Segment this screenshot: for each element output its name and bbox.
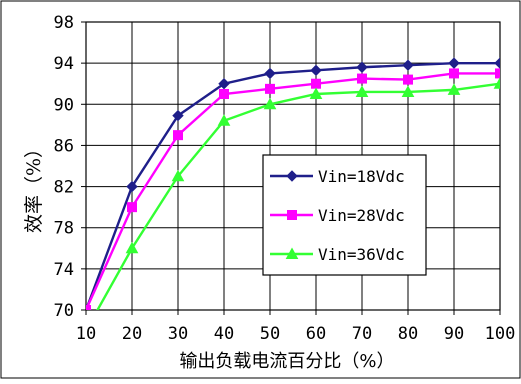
data-point [125,241,139,254]
y-tick-label: 82 [54,178,74,198]
data-point [403,74,413,85]
x-tick-label: 10 [76,324,96,344]
y-tick-label: 94 [54,54,74,74]
x-tick-label: 40 [214,324,234,344]
y-tick-label: 98 [54,13,74,33]
y-tick-label: 86 [54,136,74,156]
data-point [495,68,500,79]
data-point [494,57,500,69]
legend-marker [286,170,298,182]
data-point [218,78,230,90]
x-tick-label: 50 [260,324,280,344]
x-axis-label: 输出负载电流百分比（%） [179,351,394,372]
data-point [311,78,321,89]
y-axis-label: 效率（%） [23,139,45,233]
x-tick-label: 30 [168,324,188,344]
y-tick-label: 90 [54,95,74,115]
data-point [401,85,415,97]
x-tick-label: 100 [485,324,516,344]
data-point [86,305,91,310]
legend-item: Vin=28Vdc [270,206,405,225]
series-1 [86,57,500,310]
y-tick-label: 78 [54,219,74,239]
legend-label: Vin=18Vdc [318,167,405,186]
data-point [217,114,231,126]
data-point [172,109,184,122]
x-tick-label: 70 [352,324,372,344]
series-line [86,61,500,310]
data-point [173,130,183,141]
data-point [355,85,369,97]
series-2 [86,68,500,310]
data-point [265,83,275,94]
x-tick-label: 60 [306,324,326,344]
data-point [310,64,322,77]
series-line [86,72,500,310]
plot-frame [85,21,501,311]
data-point [402,59,414,71]
series-3 [96,77,500,310]
data-point [447,83,461,95]
data-point [448,57,460,69]
x-tick-label: 20 [122,324,142,344]
data-point [127,202,137,213]
legend-marker [285,247,299,259]
series-line [96,82,500,310]
data-point [357,73,367,84]
data-point [219,89,229,99]
y-tick-label: 74 [54,260,74,280]
legend-label: Vin=28Vdc [318,206,405,225]
legend-label: Vin=36Vdc [318,245,405,264]
data-point [309,87,323,99]
x-tick-label: 90 [444,324,464,344]
data-point [263,97,277,110]
data-point [356,61,368,73]
legend-marker [287,210,297,220]
data-point [126,180,138,193]
data-point [264,67,276,80]
y-tick-label: 70 [54,301,74,321]
legend-item: Vin=36Vdc [270,245,405,264]
x-tick-label: 80 [398,324,418,344]
data-point [449,68,459,79]
legend-item: Vin=18Vdc [270,167,405,186]
data-point [493,77,500,89]
data-point [171,169,185,182]
